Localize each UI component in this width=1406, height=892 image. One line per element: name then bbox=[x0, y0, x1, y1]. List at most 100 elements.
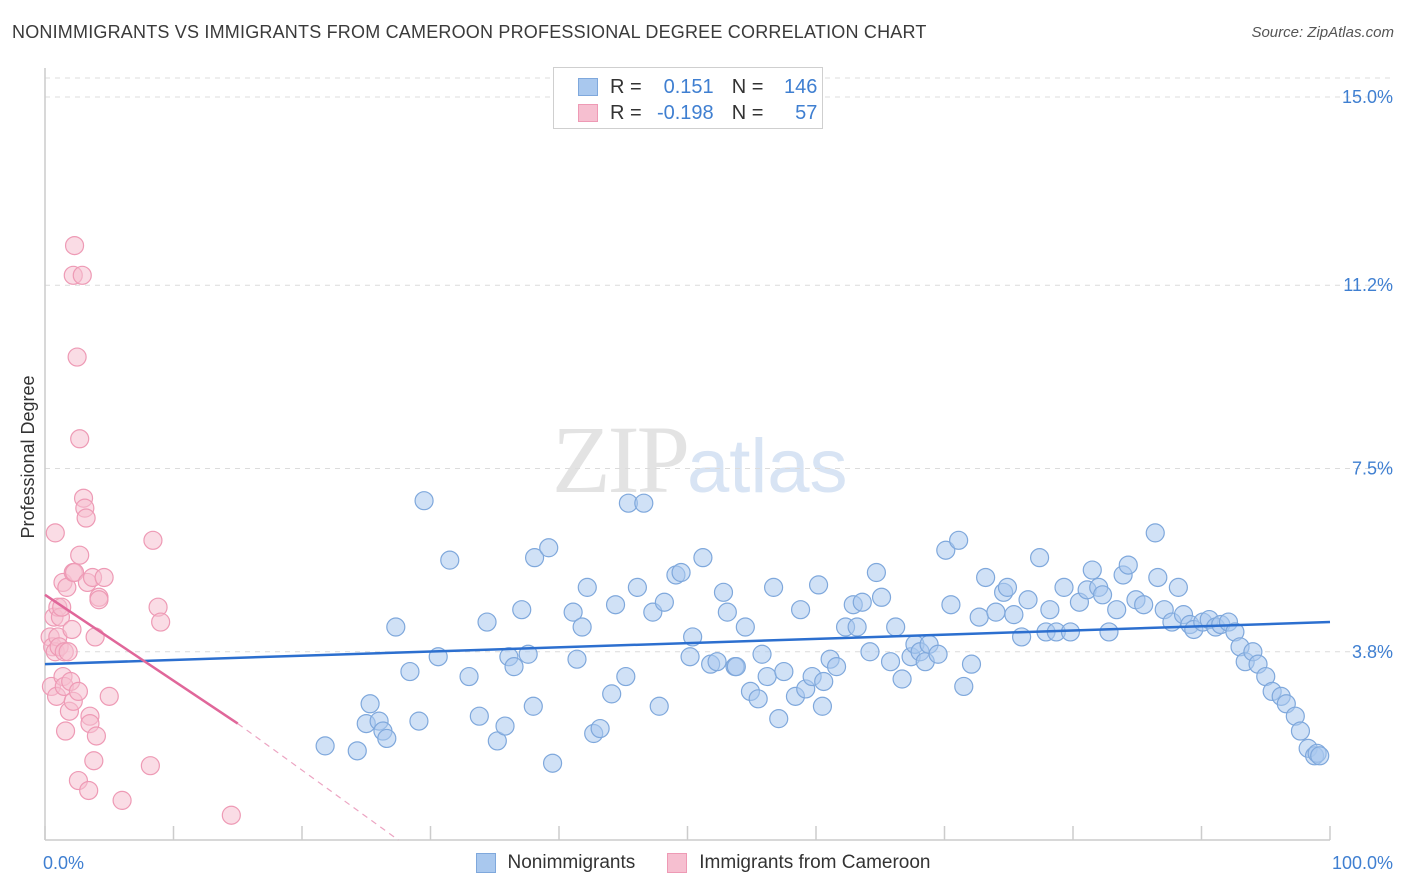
nonimmigrants-point-98 bbox=[1029, 548, 1050, 568]
nonimmigrants-point-19 bbox=[504, 657, 524, 677]
nonimmigrants-point-37 bbox=[634, 493, 654, 513]
nonimmigrants-point-87 bbox=[949, 530, 969, 550]
nonimmigrants-point-109 bbox=[1099, 622, 1119, 642]
nonimmigrants-point-58 bbox=[769, 709, 789, 729]
cameroon-point-26 bbox=[64, 236, 85, 256]
nonimmigrants-point-49 bbox=[717, 602, 737, 622]
cameroon-point-27 bbox=[67, 347, 87, 367]
legend-label: Immigrants from Cameroon bbox=[699, 852, 931, 873]
nonimmigrants-point-72 bbox=[852, 592, 872, 612]
nonimmigrants-point-142 bbox=[1310, 746, 1330, 766]
nonimmigrants-point-39 bbox=[649, 696, 669, 716]
watermark: ZIPatlas bbox=[552, 404, 848, 515]
legend-swatch-pink bbox=[578, 104, 598, 122]
nonimmigrants-point-66 bbox=[814, 671, 834, 692]
source-credit: Source: ZipAtlas.com bbox=[1251, 24, 1394, 41]
n-label: N = bbox=[731, 75, 764, 98]
nonimmigrants-point-44 bbox=[683, 627, 703, 647]
x-tick-label-min: 0.0% bbox=[43, 853, 84, 873]
nonimmigrants-point-96 bbox=[1011, 627, 1032, 647]
nonimmigrants-point-27 bbox=[567, 649, 587, 669]
nonimmigrants-point-29 bbox=[577, 577, 597, 597]
nonimmigrants-point-20 bbox=[512, 600, 532, 620]
nonimmigrants-points bbox=[315, 491, 1330, 773]
cameroon-point-35 bbox=[76, 508, 96, 528]
nonimmigrants-point-54 bbox=[748, 689, 768, 709]
cameroon-trend-extension bbox=[237, 723, 399, 841]
nonimmigrants-point-3 bbox=[360, 694, 380, 714]
n-value: 57 bbox=[795, 101, 818, 124]
nonimmigrants-point-1 bbox=[347, 741, 367, 761]
nonimmigrants-point-56 bbox=[757, 666, 777, 687]
grid-lines bbox=[45, 77, 1392, 653]
nonimmigrants-point-45 bbox=[693, 548, 713, 568]
stats-row-nonimmigrants: R = 0.151 N = 146 bbox=[578, 74, 817, 100]
nonimmigrants-point-15 bbox=[477, 612, 497, 632]
cameroon-points bbox=[40, 236, 241, 825]
cameroon-point-53 bbox=[221, 805, 241, 825]
chart-title: NONIMMIGRANTS VS IMMIGRANTS FROM CAMEROO… bbox=[12, 22, 927, 42]
nonimmigrants-point-77 bbox=[886, 617, 906, 637]
cameroon-point-18 bbox=[58, 642, 78, 662]
nonimmigrants-point-84 bbox=[928, 644, 948, 664]
stats-legend: R = 0.151 N = 146 R = -0.198 N = 57 bbox=[553, 67, 823, 129]
legend-swatch-pink bbox=[667, 853, 688, 873]
r-value: 0.151 bbox=[663, 75, 714, 98]
n-value: 146 bbox=[784, 75, 818, 98]
y-tick-label-0: 3.8% bbox=[1352, 642, 1393, 662]
nonimmigrants-point-52 bbox=[735, 617, 755, 637]
nonimmigrants-point-31 bbox=[590, 718, 610, 739]
cameroon-point-41 bbox=[84, 751, 104, 771]
nonimmigrants-point-6 bbox=[377, 728, 397, 749]
cameroon-point-30 bbox=[70, 545, 90, 565]
nonimmigrants-point-78 bbox=[892, 669, 912, 689]
cameroon-point-49 bbox=[140, 756, 160, 776]
nonimmigrants-point-71 bbox=[847, 617, 867, 637]
nonimmigrants-point-75 bbox=[871, 587, 892, 607]
nonimmigrants-point-21 bbox=[518, 644, 538, 664]
nonimmigrants-point-9 bbox=[409, 711, 429, 731]
y-tick-label-2: 11.2% bbox=[1343, 275, 1393, 295]
nonimmigrants-point-24 bbox=[539, 538, 559, 558]
tick-labels: 3.8% 7.5% 11.2% 15.0% 0.0% 100.0% bbox=[43, 87, 1393, 873]
nonimmigrants-point-48 bbox=[713, 582, 734, 602]
nonimmigrants-point-34 bbox=[616, 666, 636, 687]
nonimmigrants-point-86 bbox=[941, 595, 961, 615]
legend-swatch-blue bbox=[475, 853, 496, 873]
nonimmigrants-point-13 bbox=[459, 666, 479, 687]
cameroon-point-32 bbox=[72, 265, 92, 285]
nonimmigrants-point-90 bbox=[969, 607, 989, 627]
cameroon-point-42 bbox=[85, 627, 105, 647]
r-label: R = bbox=[610, 75, 642, 98]
watermark-zip: ZIP bbox=[552, 406, 690, 513]
nonimmigrants-point-8 bbox=[400, 661, 420, 682]
nonimmigrants-trend-line bbox=[44, 620, 1331, 666]
nonimmigrants-point-14 bbox=[469, 706, 489, 726]
trend-lines bbox=[44, 593, 1331, 841]
nonimmigrants-point-92 bbox=[986, 602, 1006, 622]
nonimmigrants-point-59 bbox=[774, 661, 794, 682]
cameroon-point-48 bbox=[112, 790, 132, 810]
cameroon-point-16 bbox=[55, 721, 76, 741]
nonimmigrants-point-40 bbox=[654, 592, 674, 612]
nonimmigrants-point-12 bbox=[440, 550, 460, 570]
nonimmigrants-point-112 bbox=[1118, 555, 1138, 575]
nonimmigrants-point-114 bbox=[1134, 595, 1154, 615]
nonimmigrants-point-100 bbox=[1040, 600, 1060, 620]
nonimmigrants-point-28 bbox=[572, 617, 592, 637]
nonimmigrants-point-64 bbox=[808, 575, 829, 595]
cameroon-point-21 bbox=[62, 619, 82, 640]
cameroon-point-52 bbox=[151, 612, 171, 632]
nonimmigrants-point-33 bbox=[605, 595, 626, 615]
nonimmigrants-point-115 bbox=[1145, 523, 1165, 543]
nonimmigrants-point-89 bbox=[961, 654, 982, 674]
watermark-atlas: atlas bbox=[687, 424, 848, 509]
cameroon-point-50 bbox=[143, 530, 163, 550]
nonimmigrants-point-91 bbox=[976, 567, 996, 588]
nonimmigrants-point-42 bbox=[671, 562, 691, 583]
nonimmigrants-point-7 bbox=[386, 617, 406, 637]
nonimmigrants-point-22 bbox=[523, 696, 543, 716]
legend-label: Nonimmigrants bbox=[507, 852, 636, 873]
r-label: R = bbox=[610, 101, 642, 124]
